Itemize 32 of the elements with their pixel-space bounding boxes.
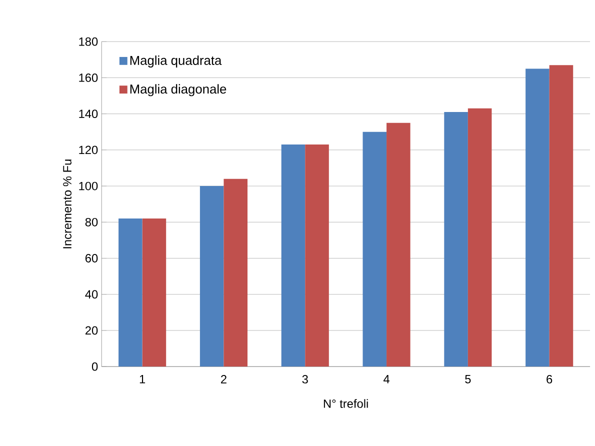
y-axis-title: Incremento % Fu <box>63 160 72 248</box>
y-tick-label: 0 <box>92 362 98 371</box>
bar <box>526 68 550 367</box>
legend-label: Maglia diagonale <box>130 84 226 96</box>
bar <box>386 122 410 367</box>
y-tick-label: 180 <box>79 37 98 46</box>
x-tick-label: 1 <box>140 375 146 384</box>
y-tick-label: 100 <box>79 182 98 190</box>
bar <box>281 144 306 367</box>
x-tick-label: 6 <box>546 375 552 384</box>
y-tick-label: 120 <box>79 146 98 154</box>
x-tick-label: 3 <box>302 375 308 384</box>
x-tick-label: 5 <box>465 375 471 384</box>
y-tick-label: 140 <box>79 110 98 118</box>
bar <box>305 144 329 367</box>
y-tick-label: 160 <box>79 74 98 82</box>
y-tick-label: 80 <box>85 218 98 226</box>
x-tick-label: 4 <box>384 375 390 384</box>
bar <box>444 112 468 367</box>
x-axis-title: N° trefoli <box>324 399 368 408</box>
legend-label: Maglia quadrata <box>130 56 222 68</box>
y-tick-label: 60 <box>85 254 98 263</box>
bar <box>200 186 224 367</box>
bar <box>118 218 142 367</box>
x-tick-label: 2 <box>221 375 226 384</box>
y-tick-label: 20 <box>85 326 98 335</box>
bar <box>362 132 387 367</box>
bar <box>142 218 166 367</box>
bar <box>468 108 492 367</box>
bar <box>549 65 574 367</box>
y-tick-label: 40 <box>85 290 98 299</box>
bar <box>224 178 248 367</box>
